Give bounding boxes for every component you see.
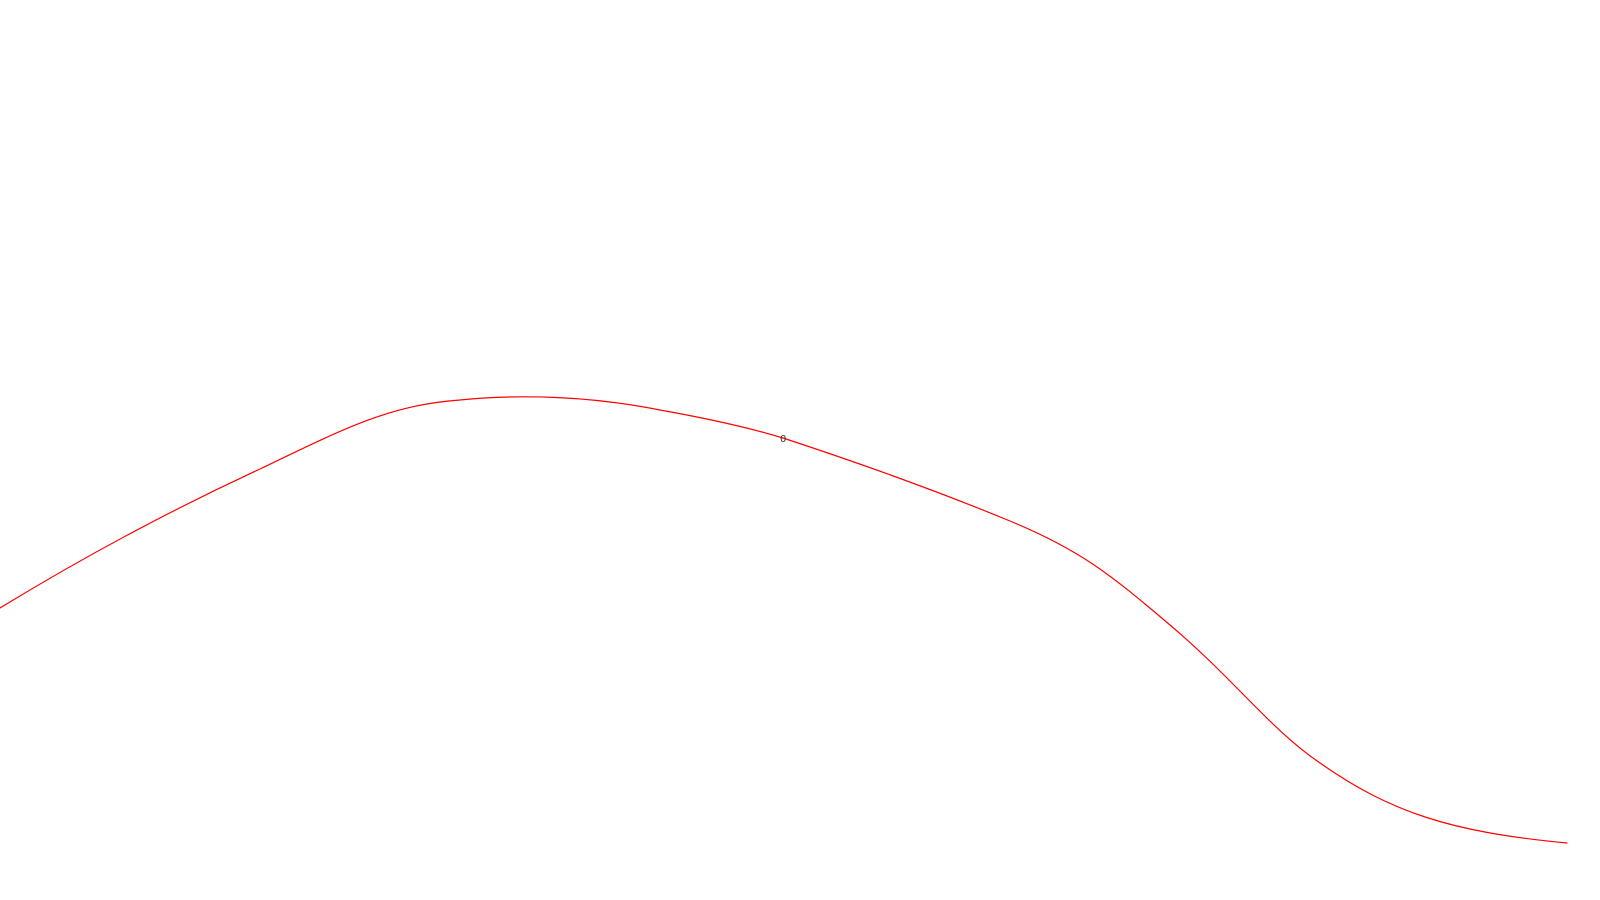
contour-curve (0, 396, 1568, 844)
contour-label: 0 (780, 434, 786, 445)
